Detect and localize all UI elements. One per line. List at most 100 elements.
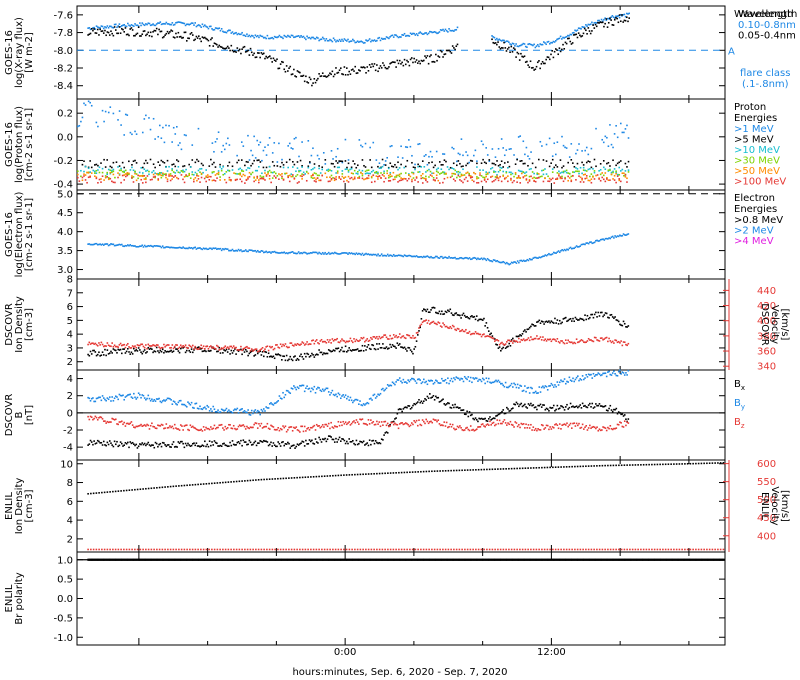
- data-point: [451, 257, 454, 259]
- data-point: [414, 255, 417, 258]
- data-point: [262, 37, 265, 39]
- data-point: [469, 333, 472, 336]
- data-point: [514, 403, 517, 406]
- data-point: [436, 32, 438, 35]
- data-point: [388, 66, 390, 68]
- data-point: [242, 424, 245, 426]
- data-point: [598, 315, 601, 317]
- data-point: [255, 411, 258, 414]
- data-point: [380, 37, 383, 40]
- data-point: [168, 173, 170, 176]
- data-point: [199, 37, 201, 40]
- data-point: [361, 41, 364, 43]
- data-point: [224, 425, 227, 428]
- data-point: [354, 398, 357, 401]
- data-point: [329, 435, 331, 438]
- data-point: [116, 396, 118, 398]
- data-point: [157, 178, 160, 180]
- data-point: [247, 443, 249, 446]
- data-point: [358, 403, 360, 406]
- data-point: [397, 62, 400, 65]
- data-point: [254, 179, 257, 181]
- data-point: [465, 164, 467, 167]
- data-point: [123, 398, 126, 401]
- data-point: [135, 346, 138, 349]
- data-point: [146, 397, 148, 400]
- data-point: [89, 343, 92, 345]
- data-point: [503, 344, 506, 346]
- data-point: [582, 181, 585, 183]
- data-point: [442, 164, 444, 166]
- data-point: [384, 254, 387, 257]
- data-point: [170, 29, 172, 32]
- data-point: [499, 163, 501, 166]
- data-point: [342, 40, 344, 42]
- data-point: [329, 339, 331, 341]
- data-point: [129, 25, 132, 27]
- data-point: [88, 354, 91, 357]
- data-point: [95, 172, 98, 175]
- data-point: [542, 41, 545, 43]
- data-point: [517, 176, 520, 179]
- data-point: [213, 440, 216, 442]
- data-point: [400, 254, 402, 257]
- data-point: [570, 143, 573, 145]
- data-point: [294, 447, 296, 449]
- data-point: [494, 38, 497, 41]
- data-point: [617, 15, 620, 17]
- data-point: [324, 340, 326, 343]
- data-point: [290, 173, 293, 175]
- data-point: [460, 180, 463, 182]
- data-point: [254, 249, 257, 252]
- data-point: [244, 441, 247, 443]
- data-point: [240, 439, 242, 442]
- data-point: [577, 27, 580, 29]
- data-point: [273, 35, 276, 38]
- data-point: [376, 395, 378, 398]
- data-point: [117, 398, 119, 401]
- data-point: [160, 176, 163, 179]
- data-point: [270, 355, 272, 358]
- data-point: [612, 170, 614, 173]
- data-point: [205, 37, 207, 40]
- data-point: [522, 404, 525, 407]
- data-point: [140, 245, 142, 248]
- data-point: [163, 161, 166, 164]
- data-point: [268, 175, 271, 177]
- data-point: [531, 177, 534, 180]
- data-point: [480, 140, 483, 143]
- data-point: [331, 426, 334, 428]
- data-point: [602, 141, 605, 144]
- data-point: [342, 394, 344, 396]
- data-point: [210, 349, 212, 352]
- data-point: [592, 24, 594, 26]
- data-point: [489, 335, 491, 338]
- data-point: [365, 39, 367, 41]
- data-point: [184, 247, 187, 250]
- data-point: [355, 398, 358, 401]
- data-point: [539, 67, 541, 70]
- data-point: [395, 174, 398, 177]
- data-point: [313, 356, 316, 358]
- data-point: [247, 250, 249, 253]
- data-point: [118, 110, 121, 112]
- data-point: [259, 175, 262, 177]
- data-point: [301, 356, 304, 358]
- data-point: [335, 67, 337, 69]
- data-point: [125, 422, 128, 425]
- data-point: [118, 243, 121, 246]
- data-point: [528, 66, 531, 68]
- data-point: [447, 49, 449, 52]
- data-point: [338, 160, 341, 162]
- data-point: [585, 374, 588, 376]
- data-point: [456, 257, 459, 260]
- data-point: [626, 326, 628, 328]
- data-point: [364, 170, 367, 173]
- data-point: [240, 425, 242, 427]
- y-axis-label: B: [14, 411, 25, 418]
- data-point: [101, 243, 104, 246]
- data-point: [199, 247, 201, 249]
- data-point: [325, 352, 328, 355]
- data-point: [415, 255, 418, 257]
- data-point: [237, 412, 240, 414]
